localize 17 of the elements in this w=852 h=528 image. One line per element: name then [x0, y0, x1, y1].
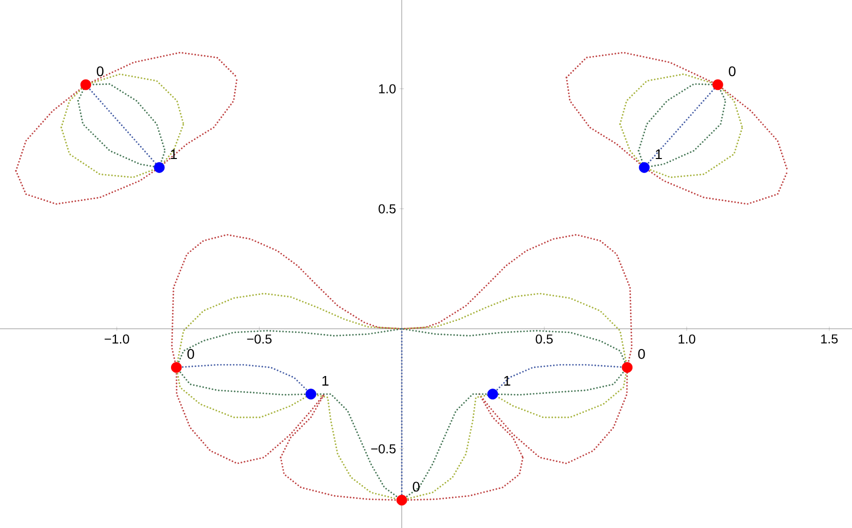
annotation: 1: [170, 149, 177, 160]
y-tick-label: −0.5: [371, 444, 396, 454]
annotation: 1: [322, 376, 328, 386]
x-tick-label: 0.5: [536, 334, 553, 344]
x-tick-label: 1.0: [678, 334, 696, 344]
annotation: 1: [504, 376, 510, 386]
x-tick-label: 1.5: [821, 334, 838, 344]
annotation: 0: [96, 66, 104, 76]
annotation: 0: [412, 482, 420, 492]
annotation: 0: [728, 66, 736, 76]
y-tick-label: 0.5: [378, 204, 396, 214]
annotation: 1: [656, 149, 662, 160]
x-tick-label: −1.0: [104, 334, 130, 344]
y-tick-label: 1.0: [379, 84, 396, 94]
annotation: 0: [187, 349, 194, 359]
annotation: 0: [638, 349, 645, 359]
x-tick-label: −0.5: [247, 334, 272, 344]
